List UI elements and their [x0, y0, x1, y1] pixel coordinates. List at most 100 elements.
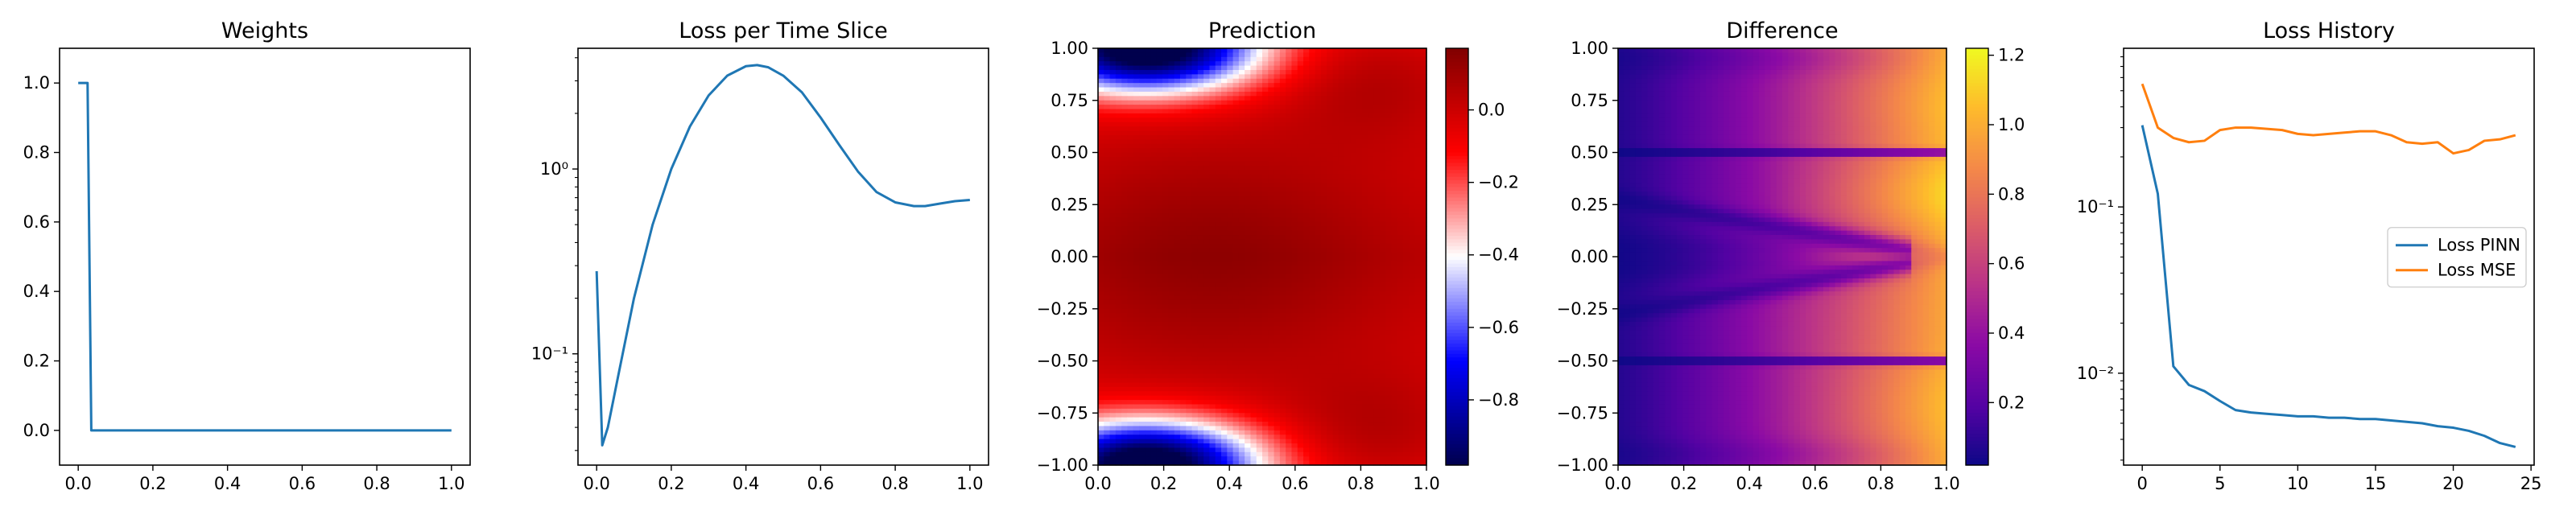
prediction-chart-cell	[1297, 217, 1304, 223]
prediction-chart-cell	[1350, 170, 1357, 175]
prediction-chart-cell	[1414, 343, 1422, 348]
prediction-chart-cell	[1109, 87, 1117, 93]
prediction-chart-cell	[1291, 126, 1298, 132]
prediction-chart-cell	[1262, 48, 1269, 53]
prediction-chart-cell	[1309, 130, 1316, 136]
prediction-chart-cell	[1303, 386, 1310, 392]
prediction-chart-cell	[1414, 261, 1422, 266]
prediction-chart-cell	[1203, 343, 1211, 348]
prediction-chart-cell	[1238, 122, 1245, 127]
prediction-chart-cell	[1127, 183, 1134, 188]
prediction-chart-cell	[1256, 286, 1263, 292]
prediction-chart-cell	[1104, 365, 1111, 370]
prediction-chart-cell	[1274, 139, 1281, 145]
prediction-chart-cell	[1209, 321, 1216, 327]
prediction-chart-cell	[1250, 304, 1257, 310]
prediction-chart-cell	[1268, 69, 1275, 75]
prediction-chart-cell	[1315, 395, 1322, 401]
prediction-chart-cell	[1156, 170, 1163, 175]
prediction-chart-cell	[1215, 65, 1222, 71]
prediction-chart-cell	[1098, 326, 1104, 332]
prediction-chart-cell	[1098, 252, 1104, 258]
prediction-chart-cell	[1238, 183, 1245, 188]
prediction-chart-cell	[1133, 200, 1140, 205]
prediction-chart-cell	[1350, 221, 1357, 227]
prediction-chart-cell	[1268, 278, 1275, 283]
prediction-chart-cell	[1139, 326, 1146, 332]
prediction-chart-cell	[1256, 178, 1263, 183]
prediction-chart-cell	[1338, 208, 1345, 214]
prediction-chart-cell	[1385, 417, 1392, 422]
prediction-chart-cell	[1145, 365, 1152, 370]
prediction-chart-cell	[1373, 373, 1381, 379]
prediction-chart-cell	[1303, 217, 1310, 223]
prediction-chart-cell	[1344, 74, 1351, 80]
prediction-chart-cell	[1139, 134, 1146, 140]
prediction-chart-cell	[1133, 126, 1140, 132]
prediction-chart-cell	[1186, 221, 1193, 227]
prediction-chart-cell	[1133, 395, 1140, 401]
prediction-chart-cell	[1197, 426, 1204, 431]
prediction-chart-cell	[1245, 343, 1252, 348]
prediction-chart-cell	[1338, 426, 1345, 431]
prediction-chart-cell	[1361, 48, 1368, 53]
prediction-chart-cell	[1315, 257, 1322, 262]
prediction-chart-cell	[1197, 52, 1204, 58]
prediction-chart-cell	[1379, 257, 1386, 262]
prediction-chart-cell	[1373, 126, 1381, 132]
prediction-chart-cell	[1156, 286, 1163, 292]
prediction-chart-cell	[1232, 395, 1240, 401]
prediction-chart-cell	[1385, 208, 1392, 214]
prediction-chart-cell	[1098, 126, 1104, 132]
prediction-chart-cell	[1127, 130, 1134, 136]
prediction-chart-cell	[1385, 139, 1392, 145]
prediction-chart-cell	[1279, 100, 1286, 105]
prediction-chart-cell	[1420, 61, 1427, 67]
prediction-chart-cell	[1268, 208, 1275, 214]
prediction-chart-cell	[1350, 183, 1357, 188]
prediction-chart-cell	[1262, 143, 1269, 149]
prediction-chart-cell	[1121, 200, 1129, 205]
prediction-chart-cell	[1368, 326, 1375, 332]
prediction-chart-cell	[1409, 243, 1416, 249]
prediction-chart-cell	[1332, 326, 1340, 332]
prediction-chart-cell	[1174, 248, 1181, 253]
prediction-chart-cell	[1291, 83, 1298, 89]
prediction-chart-cell	[1344, 386, 1351, 392]
prediction-chart-cell	[1245, 369, 1252, 375]
prediction-chart-cell	[1320, 373, 1327, 379]
prediction-chart-cell	[1327, 105, 1334, 110]
prediction-chart-cell	[1256, 400, 1263, 406]
prediction-chart-cell	[1402, 56, 1410, 62]
prediction-chart-cell	[1262, 286, 1269, 292]
prediction-chart-cell	[1274, 174, 1281, 179]
prediction-chart-cell	[1286, 426, 1293, 431]
prediction-chart-cell	[1215, 148, 1222, 154]
prediction-chart-cell	[1350, 69, 1357, 75]
prediction-chart-cell	[1186, 286, 1193, 292]
prediction-chart-cell	[1156, 217, 1163, 223]
prediction-chart-cell	[1262, 304, 1269, 310]
prediction-chart-cell	[1402, 100, 1410, 105]
prediction-chart-cell	[1391, 378, 1398, 384]
prediction-chart-cell	[1150, 183, 1158, 188]
prediction-chart-cell	[1127, 109, 1134, 114]
prediction-chart-cell	[1338, 122, 1345, 127]
prediction-chart-cell	[1174, 208, 1181, 214]
prediction-chart-cell	[1250, 126, 1257, 132]
prediction-chart-cell	[1274, 200, 1281, 205]
prediction-chart-cell	[1391, 170, 1398, 175]
prediction-chart-cell	[1385, 187, 1392, 192]
prediction-chart-cell	[1338, 278, 1345, 283]
prediction-chart-cell	[1174, 365, 1181, 370]
prediction-chart-cell	[1391, 174, 1398, 179]
prediction-chart-cell	[1174, 109, 1181, 114]
prediction-chart-cell	[1338, 356, 1345, 362]
prediction-chart-cell	[1104, 113, 1111, 118]
prediction-chart-cell	[1286, 65, 1293, 71]
prediction-chart-cell	[1215, 278, 1222, 283]
prediction-chart-cell	[1279, 217, 1286, 223]
prediction-chart-cell	[1262, 74, 1269, 80]
prediction-chart-cell	[1286, 105, 1293, 110]
prediction-chart-cell	[1127, 156, 1134, 162]
